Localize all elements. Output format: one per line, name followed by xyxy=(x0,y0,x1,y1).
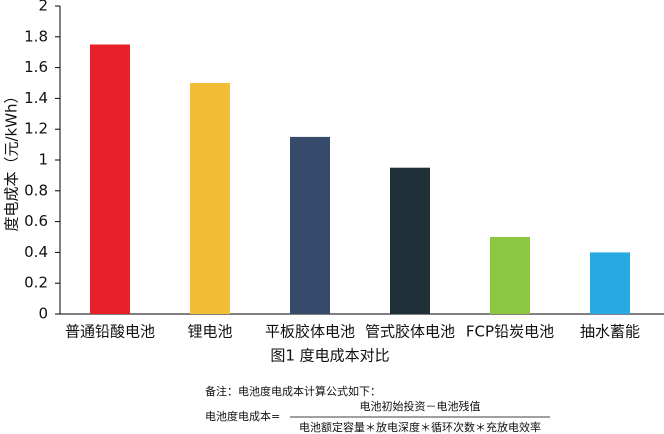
x-tick-label: FCP铅炭电池 xyxy=(466,323,554,341)
y-axis-label: 度电成本（元/kWh） xyxy=(3,88,21,231)
y-tick-label: 1.4 xyxy=(24,89,48,107)
y-tick-label: 0.8 xyxy=(24,181,48,199)
y-tick-label: 1.2 xyxy=(24,120,48,138)
y-tick-label: 1.6 xyxy=(24,58,48,76)
y-tick-label: 0.2 xyxy=(24,274,48,292)
x-tick-label: 平板胶体电池 xyxy=(265,323,355,341)
bar xyxy=(590,252,630,314)
y-tick-label: 0.6 xyxy=(24,212,48,230)
x-tick-label: 管式胶体电池 xyxy=(365,323,455,341)
bar xyxy=(90,44,130,314)
y-tick-label: 0.4 xyxy=(24,243,48,261)
x-tick-label: 普通铅酸电池 xyxy=(65,323,155,341)
bar xyxy=(390,167,430,314)
y-tick-label: 1 xyxy=(38,151,48,169)
formula-lhs: 电池度电成本= xyxy=(205,409,280,423)
formula-denominator: 电池额定容量＊放电深度＊循环次数＊充放电效率 xyxy=(299,420,541,434)
y-tick-label: 0 xyxy=(38,305,48,323)
y-tick-label: 2 xyxy=(38,0,48,15)
bar xyxy=(290,136,330,314)
x-tick-label: 锂电池 xyxy=(187,323,232,341)
caption: 图1 度电成本对比 xyxy=(270,347,389,365)
bar xyxy=(190,83,230,314)
y-tick-label: 1.8 xyxy=(24,27,48,45)
note: 备注：电池度电成本计算公式如下： xyxy=(205,384,381,398)
x-tick-label: 抽水蓄能 xyxy=(580,323,640,341)
formula-numerator: 电池初始投资－电池残值 xyxy=(360,399,481,413)
bar xyxy=(490,237,530,314)
